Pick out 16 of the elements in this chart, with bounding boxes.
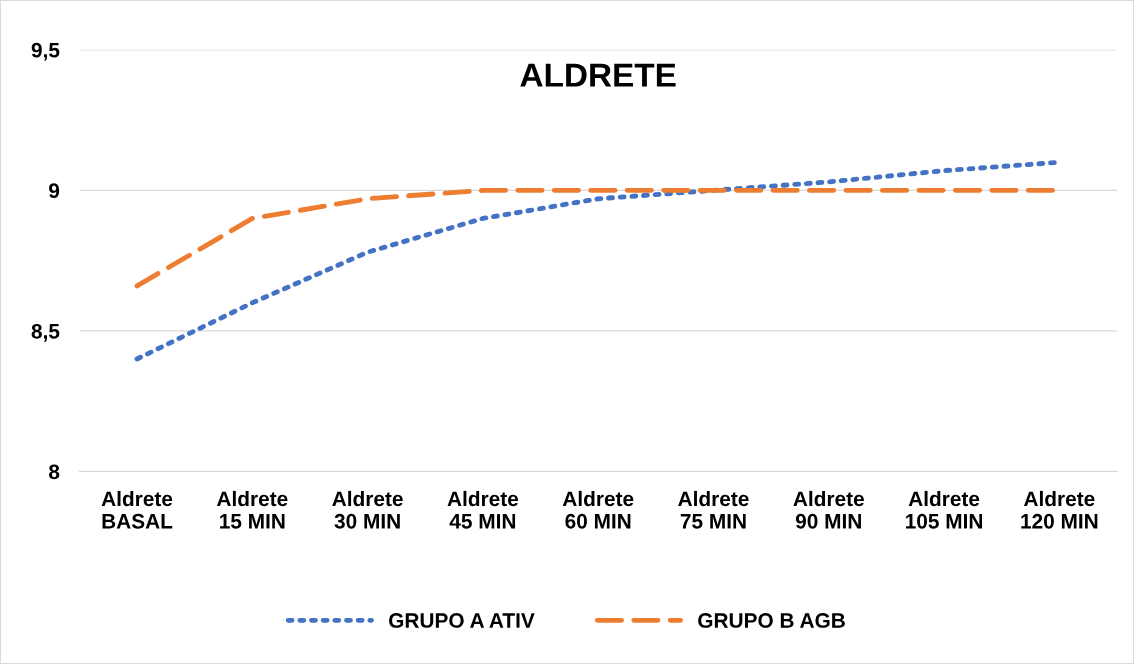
x-tick-label: Aldrete 120 MIN — [1021, 490, 1098, 529]
chart-title: ALDRETE — [520, 63, 676, 87]
x-tick-label: Aldrete 45 MIN — [447, 490, 519, 529]
y-tick-label: 8 — [49, 464, 60, 480]
legend-label: GRUPO A ATIV — [389, 613, 535, 628]
x-tick-label: Aldrete BASAL — [101, 490, 173, 529]
x-tick-label: Aldrete 60 MIN — [562, 490, 634, 529]
x-tick-label: Aldrete 105 MIN — [906, 490, 983, 529]
x-tick-label: Aldrete 75 MIN — [678, 490, 749, 529]
y-tick-label: 9,5 — [31, 42, 60, 61]
y-tick-label: 9 — [49, 183, 60, 199]
x-tick-label: Aldrete 30 MIN — [332, 490, 403, 529]
y-tick-label: 8,5 — [31, 323, 60, 342]
x-tick-label: Aldrete 90 MIN — [793, 490, 864, 529]
x-tick-label: Aldrete 15 MIN — [216, 490, 288, 529]
legend-label: GRUPO B AGB — [698, 613, 845, 628]
